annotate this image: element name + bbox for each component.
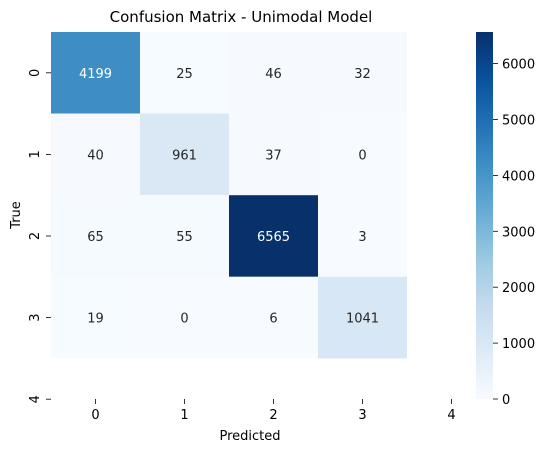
cell-value-label: 46: [265, 67, 282, 82]
heatmap-cell: [229, 195, 318, 277]
heatmap-cell: [318, 32, 407, 114]
y-axis-label: True: [9, 201, 24, 230]
heatmap-cell: [318, 195, 407, 277]
heatmap-cell: [318, 276, 407, 359]
heatmap-cell: [51, 276, 140, 359]
colorbar-tick-label: 3000: [502, 225, 535, 240]
y-tick-label: 2: [28, 232, 43, 240]
colorbar-tick-label: 2000: [502, 281, 535, 296]
heatmap-cell: [318, 113, 407, 196]
x-tick-label: 3: [358, 408, 366, 423]
colorbar-tick-label: 4000: [502, 169, 535, 184]
colorbar-tick-label: 5000: [502, 113, 535, 128]
colorbar: [476, 32, 493, 399]
heatmap-cell: [229, 32, 318, 114]
x-tick-label: 4: [447, 408, 455, 423]
cell-value-label: 40: [87, 148, 104, 163]
y-tick-label: 4: [28, 395, 43, 403]
y-axis: 0 1 2 3 4: [28, 69, 51, 403]
cell-value-label: 3: [358, 230, 366, 245]
cell-value-label: 19: [87, 312, 104, 327]
cell-value-label: 961: [172, 148, 197, 163]
cell-value-label: 25: [176, 67, 193, 82]
cell-value-label: 0: [180, 312, 188, 327]
colorbar-tick-label: 0: [502, 393, 510, 408]
x-tick-label: 0: [91, 408, 99, 423]
heatmap-cell: [51, 113, 140, 196]
heatmap-cell: [51, 32, 140, 114]
cell-value-label: 65: [87, 230, 104, 245]
cell-value-label: 32: [354, 67, 371, 82]
cell-value-label: 55: [176, 230, 193, 245]
heatmap-cell: [140, 195, 229, 277]
chart-title: Confusion Matrix - Unimodal Model: [110, 8, 373, 26]
heatmap-cell: [140, 276, 229, 359]
colorbar-axis: 0 1000 2000 3000 4000 5000 6000: [493, 58, 535, 408]
heatmap-plot-area: 4199 25 46 32 40 961 37 0 65 55 6565 3 19 0 6 1041: [51, 32, 407, 359]
heatmap-cell: [229, 276, 318, 359]
heatmap-cell: [140, 113, 229, 196]
heatmap-cell: [140, 32, 229, 114]
x-axis-label: Predicted: [219, 429, 280, 444]
heatmap-cell: [229, 113, 318, 196]
y-tick-label: 3: [28, 313, 43, 321]
x-tick-label: 2: [269, 408, 277, 423]
cell-value-label: 6565: [257, 230, 290, 245]
x-axis: 0 1 2 3 4: [91, 399, 456, 423]
heatmap-cell: [51, 195, 140, 277]
y-tick-label: 1: [28, 150, 43, 158]
x-tick-label: 1: [180, 408, 188, 423]
cell-value-label: 4199: [79, 67, 112, 82]
cell-value-label: 1041: [346, 312, 379, 327]
cell-value-label: 6: [269, 312, 277, 327]
cell-value-label: 37: [265, 148, 282, 163]
colorbar-tick-label: 6000: [502, 58, 535, 73]
colorbar-tick-label: 1000: [502, 337, 535, 352]
cell-value-label: 0: [358, 148, 366, 163]
y-tick-label: 0: [28, 69, 43, 77]
